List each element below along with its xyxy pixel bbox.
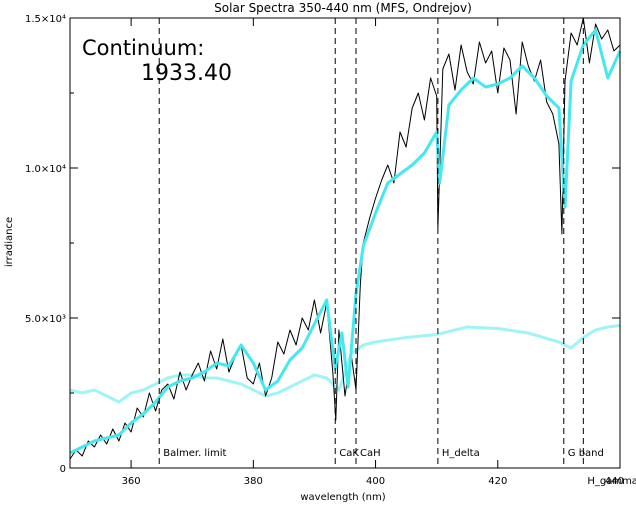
y-tick-label-2: 1.0×10⁴ [25,164,66,175]
continuum-value: 1933.40 [141,61,232,86]
y-axis-label: irradiance [4,217,15,267]
marker-label-1: CaK [339,448,359,459]
spectral-markers: Balmer. limit CaK CaH H_delta G band H_gamma [158,18,636,487]
x-tick-label-0: 360 [122,476,141,487]
chart-title: Solar Spectra 350-440 nm (MFS, Ondrejov) [214,1,472,15]
marker-label-3: H_delta [442,448,480,459]
y-tick-label-3: 1.5×10⁴ [25,14,66,25]
x-tick-label-2: 400 [366,476,385,487]
marker-label-4: G band [568,448,604,459]
x-tick-label-3: 420 [488,476,507,487]
x-tick-label-1: 380 [244,476,263,487]
marker-label-2: CaH [360,448,381,459]
continuum-label: Continuum: [82,36,204,60]
marker-label-5: H_gamma [587,476,636,487]
axes: 360 380 400 420 440 0 5.0×10³ 1.0×10⁴ 1.5×10⁴ [25,14,624,487]
y-tick-label-0: 0 [60,464,66,475]
y-tick-label-1: 5.0×10³ [25,314,66,325]
series-line-1 [69,28,622,455]
series-line-2 [69,324,621,404]
marker-label-0: Balmer. limit [163,448,226,459]
plot-series [69,17,622,460]
x-axis-label: wavelength (nm) [300,492,385,503]
x-tick-label-4: 440 [605,476,624,487]
